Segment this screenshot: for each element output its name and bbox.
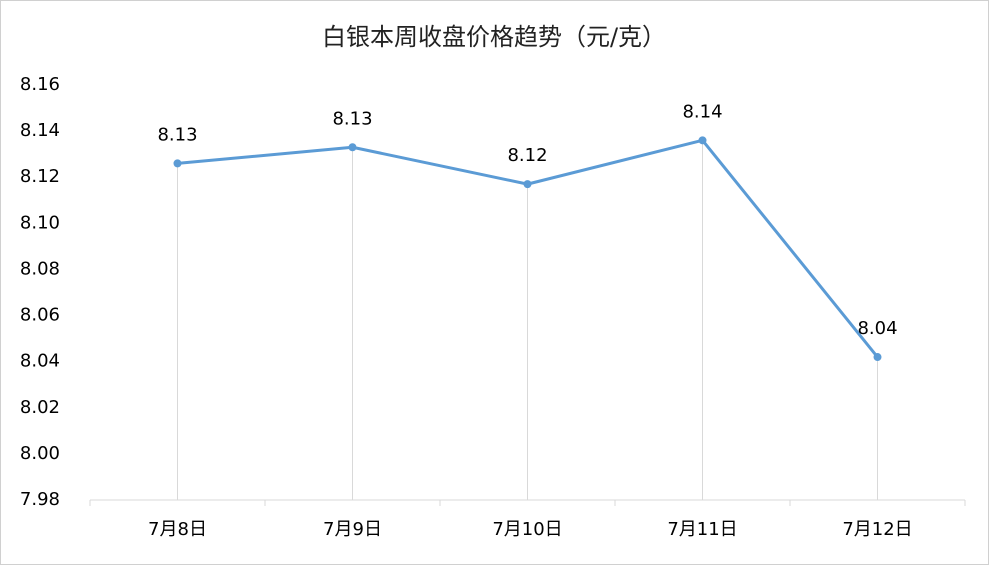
point <box>873 353 882 362</box>
point <box>348 143 357 152</box>
y-tick-label: 8.16 <box>20 74 60 95</box>
y-tick-label: 8.06 <box>20 305 60 326</box>
x-tick-label: 7月11日 <box>667 519 737 540</box>
data-label: 8.04 <box>857 318 897 339</box>
y-tick-label: 8.14 <box>20 120 60 141</box>
point <box>698 136 707 145</box>
data-label: 8.14 <box>682 101 722 122</box>
point <box>173 159 182 168</box>
x-tick-label: 7月12日 <box>842 519 912 540</box>
y-tick-label: 8.02 <box>20 397 60 418</box>
data-label: 8.13 <box>332 108 372 129</box>
x-tick-label: 7月10日 <box>492 519 562 540</box>
y-tick-label: 7.98 <box>20 489 60 510</box>
data-label: 8.12 <box>507 145 547 166</box>
y-tick-label: 8.00 <box>20 443 60 464</box>
x-tick-label: 7月8日 <box>148 519 207 540</box>
y-tick-label: 8.04 <box>20 351 60 372</box>
point <box>523 180 532 189</box>
y-tick-label: 8.08 <box>20 258 60 279</box>
data-label: 8.13 <box>157 124 197 145</box>
x-tick-label: 7月9日 <box>323 519 382 540</box>
chart-title: 白银本周收盘价格趋势（元/克） <box>322 23 666 51</box>
y-tick-label: 8.12 <box>20 166 60 187</box>
y-tick-label: 8.10 <box>20 212 60 233</box>
